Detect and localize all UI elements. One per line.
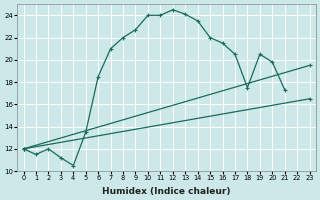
X-axis label: Humidex (Indice chaleur): Humidex (Indice chaleur) <box>102 187 231 196</box>
